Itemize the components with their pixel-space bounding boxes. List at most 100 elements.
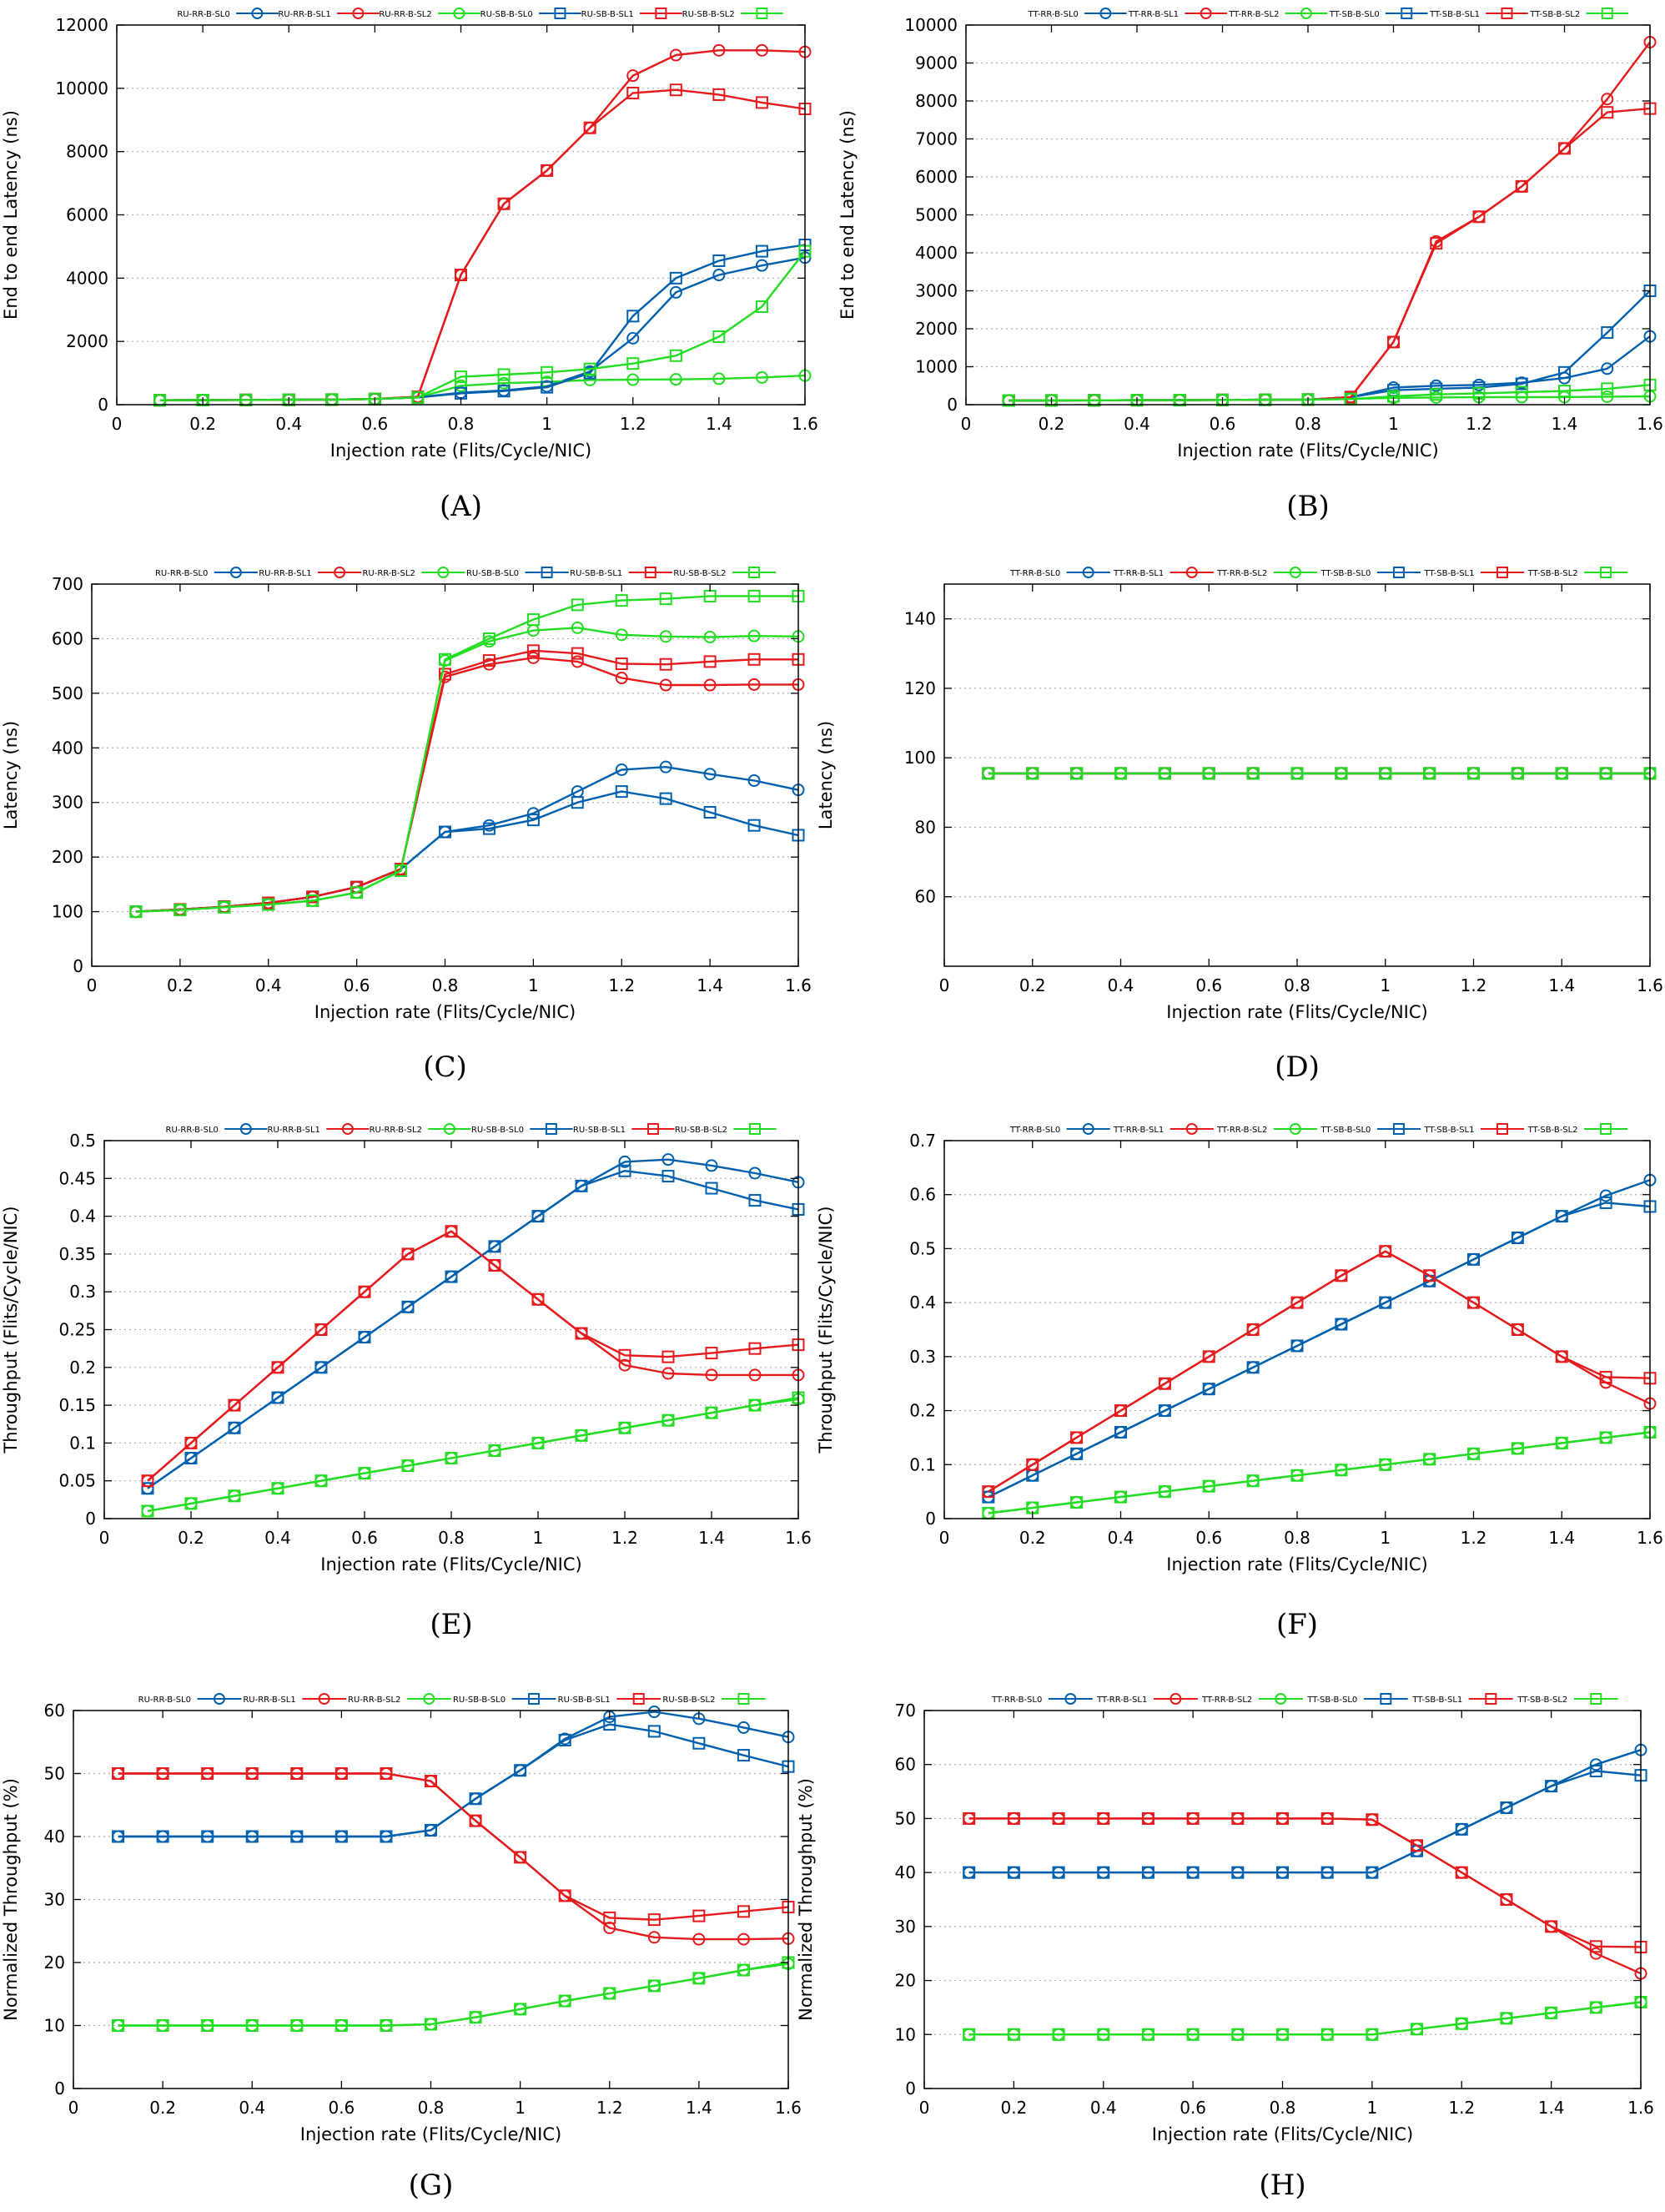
data-point: [1558, 365, 1571, 379]
data-point: [290, 2019, 304, 2032]
data-point: [747, 678, 761, 691]
data-point: [647, 1725, 661, 1738]
data-point: [705, 1347, 718, 1360]
data-point: [497, 197, 511, 210]
x-tick-label: 1.4: [1538, 2098, 1565, 2118]
legend-marker: [646, 1123, 659, 1135]
x-tick-label: 1: [541, 414, 552, 434]
data-point: [1455, 1822, 1468, 1836]
y-tick-label: 120: [904, 678, 936, 698]
y-tick-label: 1000: [915, 357, 958, 377]
legend-entry-label: TT-SB-B-SL0: [1320, 569, 1371, 578]
legend-marker: [251, 8, 264, 19]
data-point: [703, 768, 717, 781]
data-point: [335, 1830, 348, 1843]
y-tick-label: 400: [52, 738, 83, 758]
data-point: [1589, 1947, 1602, 1960]
data-point: [1026, 767, 1039, 780]
data-point: [558, 1994, 571, 2008]
legend-marker: [1170, 1693, 1182, 1705]
legend-entry-label: TT-RR-B-SL2: [1216, 569, 1267, 578]
data-point: [1158, 1377, 1171, 1390]
data-point: [1511, 1323, 1524, 1336]
chart-panel-d: 60 80 100 120 140 0 0.2 0.4 0.6 0.8 1 1.2 1.4 1.6 Inje…: [816, 567, 1663, 1084]
legend-entry-label: TT-SB-B-SL0: [1329, 10, 1380, 19]
data-point: [141, 1474, 154, 1488]
x-tick-label: 0: [87, 975, 98, 995]
data-point: [712, 43, 726, 57]
y-tick-label: 60: [915, 887, 936, 907]
data-point: [669, 349, 682, 362]
series-line-tt-rr-b-sl0: [968, 1749, 1642, 1874]
data-point: [306, 894, 319, 907]
data-point: [747, 653, 761, 666]
data-point: [1379, 1296, 1392, 1309]
x-tick-label: 0: [99, 1528, 110, 1548]
data-point: [271, 1391, 284, 1404]
y-tick-label: 6000: [66, 205, 108, 225]
data-point: [1246, 767, 1260, 780]
data-point: [380, 2019, 393, 2032]
series-line-ru-sb-b-sl0: [135, 790, 799, 913]
data-point: [1515, 179, 1528, 193]
legend-marker: [1601, 8, 1613, 19]
data-point: [755, 96, 768, 109]
data-point: [1366, 1866, 1379, 1879]
data-point: [445, 1225, 458, 1238]
legend-entry-label: TT-SB-B-SL0: [1320, 1126, 1371, 1135]
x-tick-label: 1.2: [1461, 975, 1487, 995]
x-tick-label: 1.6: [785, 975, 812, 995]
data-point: [659, 792, 672, 805]
data-point: [1320, 1866, 1334, 1879]
data-point: [755, 300, 768, 313]
data-point: [692, 1909, 706, 1922]
data-point: [1601, 382, 1614, 396]
data-point: [603, 1718, 616, 1731]
x-tick-label: 0.6: [344, 975, 370, 995]
legend-marker: [443, 1123, 455, 1135]
data-point: [583, 362, 596, 375]
x-tick-label: 1.2: [611, 1528, 638, 1548]
data-point: [1599, 1189, 1612, 1202]
data-point: [626, 357, 640, 370]
data-point: [245, 1830, 259, 1843]
y-tick-label: 4000: [915, 243, 958, 263]
data-point: [558, 1733, 571, 1746]
data-point: [747, 774, 761, 788]
data-point: [174, 904, 187, 917]
data-point: [1423, 1269, 1436, 1282]
data-point: [659, 630, 672, 643]
legend-marker: [1496, 567, 1509, 578]
data-point: [1231, 1811, 1245, 1825]
y-tick-label: 0: [85, 1509, 96, 1529]
data-point: [1141, 1866, 1154, 1879]
y-tick-label: 60: [44, 1701, 65, 1721]
x-tick-label: 0.6: [361, 414, 388, 434]
legend-marker: [748, 567, 761, 578]
y-tick-label: 10000: [904, 15, 958, 35]
data-point: [218, 900, 231, 914]
data-point: [661, 1170, 675, 1183]
data-point: [626, 69, 640, 83]
data-point: [1276, 1811, 1289, 1825]
legend-entry-label: RU-RR-B-SL2: [362, 569, 415, 578]
data-point: [425, 2018, 437, 2031]
y-axis-label: Normalized Throughput (%): [1, 1778, 21, 2021]
data-point: [661, 1153, 675, 1166]
data-point: [1379, 767, 1392, 780]
y-tick-label: 70: [895, 1701, 916, 1721]
legend-entry-label: RU-SB-B-SL0: [480, 10, 533, 19]
x-tick-label: 0.2: [1019, 975, 1046, 995]
data-point: [618, 1164, 631, 1177]
y-axis-label: Throughput (Flits/Cycle/NIC): [1, 1206, 21, 1454]
data-point: [571, 647, 584, 660]
data-point: [615, 763, 628, 776]
x-tick-label: 0.4: [275, 414, 302, 434]
data-point: [488, 1444, 501, 1457]
series-line-ru-rr-b-sl2: [118, 1963, 789, 2027]
y-tick-label: 0: [925, 1509, 936, 1529]
y-tick-label: 0: [947, 395, 958, 415]
data-point: [482, 654, 495, 668]
y-tick-label: 500: [52, 683, 83, 703]
data-point: [1088, 394, 1101, 407]
